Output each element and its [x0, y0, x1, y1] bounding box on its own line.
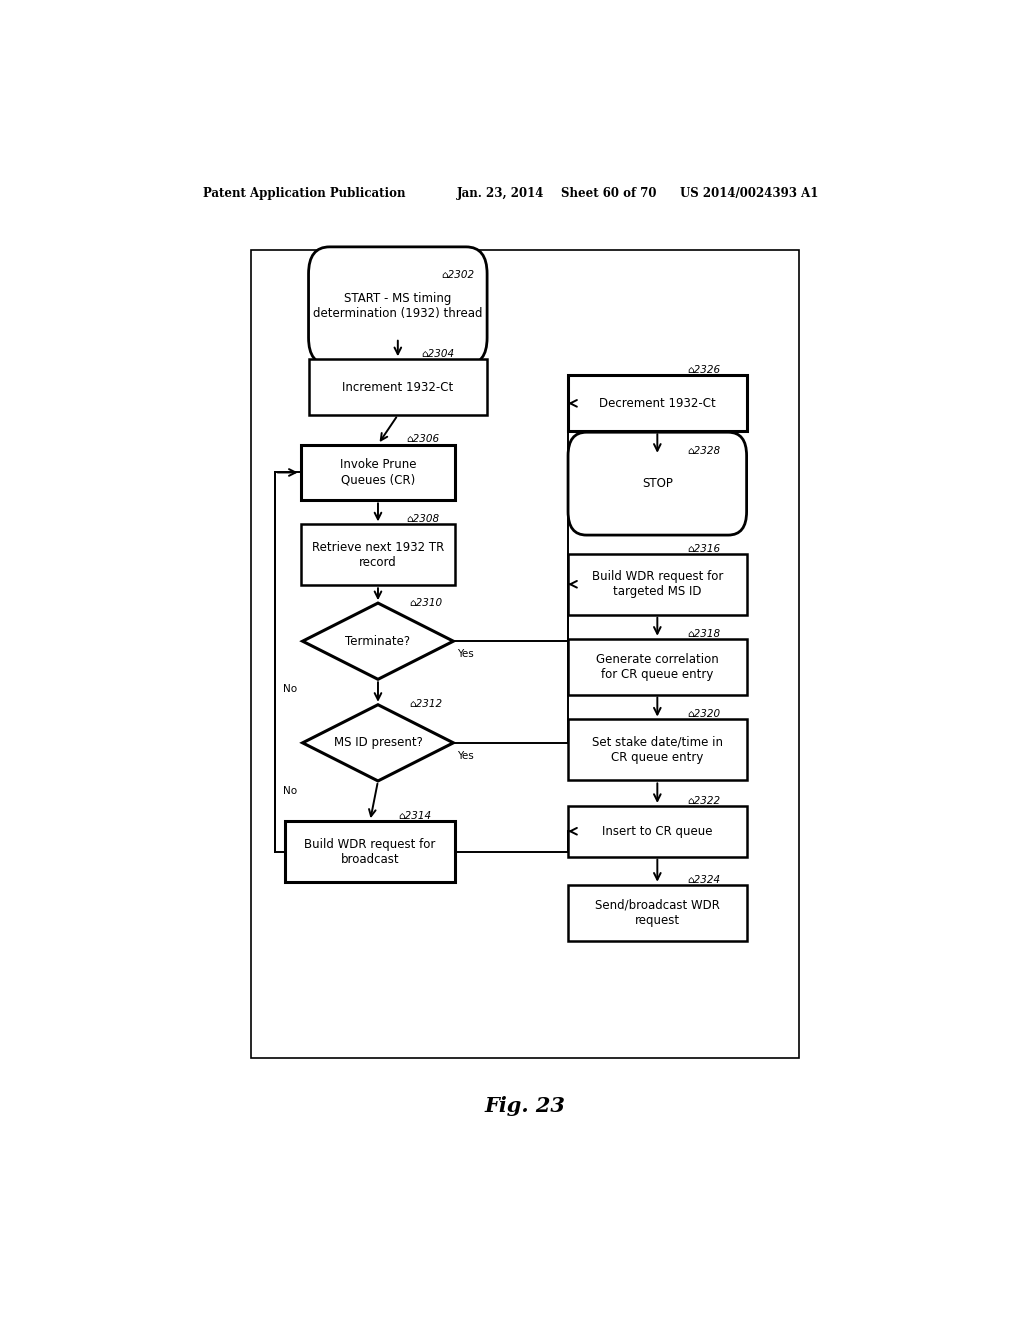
- FancyBboxPatch shape: [568, 375, 746, 432]
- Text: Yes: Yes: [458, 751, 474, 762]
- Text: ⌂2316: ⌂2316: [687, 544, 721, 554]
- FancyBboxPatch shape: [568, 884, 746, 941]
- FancyBboxPatch shape: [568, 639, 746, 694]
- FancyBboxPatch shape: [308, 359, 487, 414]
- Text: ⌂2322: ⌂2322: [687, 796, 721, 805]
- Text: ⌂2314: ⌂2314: [397, 810, 431, 821]
- Text: ⌂2302: ⌂2302: [441, 271, 474, 280]
- FancyBboxPatch shape: [301, 524, 456, 585]
- Text: STOP: STOP: [642, 477, 673, 490]
- Text: ⌂2306: ⌂2306: [406, 434, 439, 444]
- Text: Insert to CR queue: Insert to CR queue: [602, 825, 713, 838]
- FancyBboxPatch shape: [285, 821, 456, 882]
- Text: No: No: [283, 787, 297, 796]
- Text: Yes: Yes: [458, 649, 474, 660]
- FancyBboxPatch shape: [568, 805, 746, 857]
- Text: ⌂2318: ⌂2318: [687, 630, 721, 639]
- Text: Build WDR request for
targeted MS ID: Build WDR request for targeted MS ID: [592, 570, 723, 598]
- FancyBboxPatch shape: [568, 554, 746, 615]
- Text: Decrement 1932-Ct: Decrement 1932-Ct: [599, 397, 716, 409]
- Text: Set stake date/time in
CR queue entry: Set stake date/time in CR queue entry: [592, 737, 723, 764]
- FancyBboxPatch shape: [568, 432, 746, 535]
- Text: Generate correlation
for CR queue entry: Generate correlation for CR queue entry: [596, 652, 719, 681]
- Text: Sheet 60 of 70: Sheet 60 of 70: [560, 187, 656, 201]
- Text: Terminate?: Terminate?: [345, 635, 411, 648]
- Text: US 2014/0024393 A1: US 2014/0024393 A1: [680, 187, 818, 201]
- Text: Invoke Prune
Queues (CR): Invoke Prune Queues (CR): [340, 458, 416, 487]
- Text: Send/broadcast WDR
request: Send/broadcast WDR request: [595, 899, 720, 927]
- FancyBboxPatch shape: [308, 247, 487, 364]
- Text: No: No: [283, 685, 297, 694]
- Text: Fig. 23: Fig. 23: [484, 1096, 565, 1115]
- FancyBboxPatch shape: [251, 249, 799, 1057]
- Text: MS ID present?: MS ID present?: [334, 737, 423, 750]
- Polygon shape: [303, 705, 454, 781]
- Text: Increment 1932-Ct: Increment 1932-Ct: [342, 380, 454, 393]
- Text: START - MS timing
determination (1932) thread: START - MS timing determination (1932) t…: [313, 292, 482, 319]
- Text: ⌂2328: ⌂2328: [687, 446, 721, 457]
- Text: ⌂2324: ⌂2324: [687, 875, 721, 886]
- FancyBboxPatch shape: [301, 445, 456, 500]
- Text: ⌂2320: ⌂2320: [687, 709, 721, 719]
- Text: Patent Application Publication: Patent Application Publication: [204, 187, 406, 201]
- Text: ⌂2308: ⌂2308: [406, 515, 439, 524]
- Text: ⌂2312: ⌂2312: [410, 700, 442, 709]
- Text: ⌂2310: ⌂2310: [410, 598, 442, 607]
- Text: Build WDR request for
broadcast: Build WDR request for broadcast: [304, 838, 436, 866]
- FancyBboxPatch shape: [568, 719, 746, 780]
- Polygon shape: [303, 603, 454, 680]
- Text: ⌂2304: ⌂2304: [422, 348, 455, 359]
- Text: Jan. 23, 2014: Jan. 23, 2014: [458, 187, 545, 201]
- Text: Retrieve next 1932 TR
record: Retrieve next 1932 TR record: [312, 541, 444, 569]
- Text: ⌂2326: ⌂2326: [687, 364, 721, 375]
